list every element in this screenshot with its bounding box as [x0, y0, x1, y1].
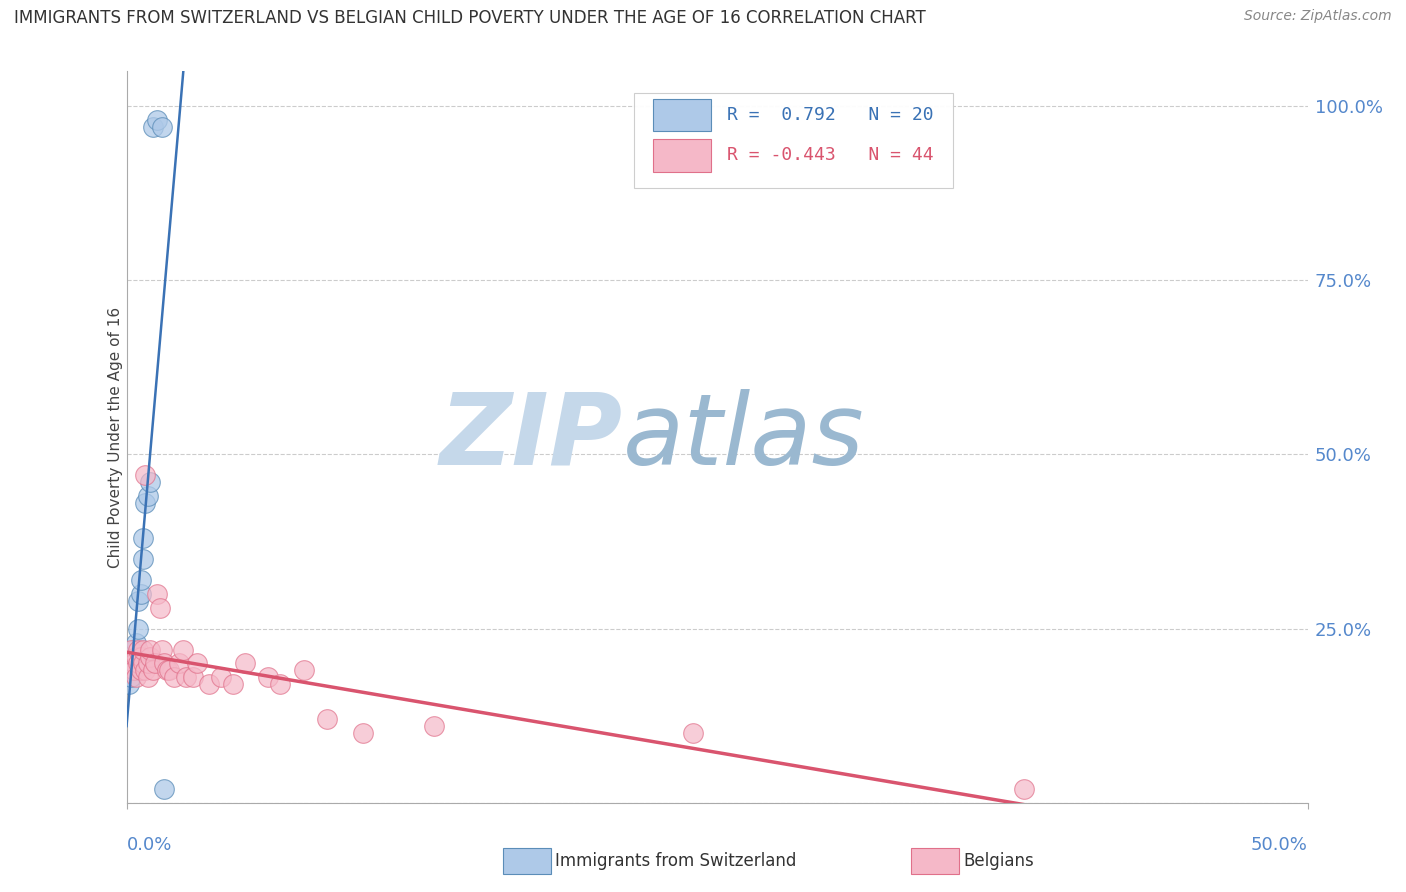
Point — [167, 657, 190, 671]
Point — [134, 664, 156, 678]
Point — [136, 489, 159, 503]
Point — [143, 657, 166, 671]
Point — [682, 726, 704, 740]
Point — [149, 600, 172, 615]
Point — [129, 573, 152, 587]
Point — [222, 677, 245, 691]
Point — [150, 120, 173, 134]
Point — [125, 649, 148, 664]
Point — [422, 719, 444, 733]
Point — [174, 670, 197, 684]
Point — [156, 664, 179, 678]
Text: Belgians: Belgians — [963, 852, 1033, 870]
Point — [122, 642, 145, 657]
Point — [129, 587, 152, 601]
Point — [146, 587, 169, 601]
Text: 50.0%: 50.0% — [1251, 836, 1308, 854]
Point — [141, 664, 163, 678]
Point — [132, 642, 155, 657]
Point — [352, 726, 374, 740]
Point — [153, 781, 176, 796]
Point — [1012, 781, 1035, 796]
Point — [120, 642, 142, 657]
Text: R = -0.443   N = 44: R = -0.443 N = 44 — [727, 146, 934, 164]
Point — [132, 531, 155, 545]
Text: Source: ZipAtlas.com: Source: ZipAtlas.com — [1244, 9, 1392, 23]
Point — [316, 712, 339, 726]
Point — [125, 649, 148, 664]
Point — [153, 657, 176, 671]
Point — [122, 664, 145, 678]
Text: atlas: atlas — [623, 389, 865, 485]
Text: Immigrants from Switzerland: Immigrants from Switzerland — [555, 852, 797, 870]
Point — [181, 670, 204, 684]
Point — [120, 657, 142, 671]
Point — [125, 635, 148, 649]
Point — [127, 657, 149, 671]
Point — [122, 657, 145, 671]
Point — [132, 552, 155, 566]
Point — [198, 677, 221, 691]
Point — [292, 664, 315, 678]
Point — [136, 657, 159, 671]
Point — [139, 649, 162, 664]
Point — [132, 657, 155, 671]
FancyBboxPatch shape — [654, 139, 711, 171]
Point — [150, 642, 173, 657]
Point — [136, 670, 159, 684]
Point — [186, 657, 208, 671]
Point — [125, 670, 148, 684]
Text: ZIP: ZIP — [440, 389, 623, 485]
Point — [129, 649, 152, 664]
Point — [134, 468, 156, 483]
Point — [118, 677, 141, 691]
Text: R =  0.792   N = 20: R = 0.792 N = 20 — [727, 106, 934, 124]
Point — [127, 594, 149, 608]
Point — [139, 642, 162, 657]
FancyBboxPatch shape — [634, 94, 953, 188]
Y-axis label: Child Poverty Under the Age of 16: Child Poverty Under the Age of 16 — [108, 307, 122, 567]
Point — [139, 475, 162, 490]
Point — [122, 664, 145, 678]
Point — [157, 664, 180, 678]
Text: 0.0%: 0.0% — [127, 836, 172, 854]
Point — [118, 657, 141, 671]
Point — [233, 657, 256, 671]
Point — [120, 670, 142, 684]
Point — [127, 642, 149, 657]
Point — [141, 120, 163, 134]
FancyBboxPatch shape — [654, 99, 711, 131]
Point — [129, 664, 152, 678]
Point — [146, 113, 169, 128]
Point — [163, 670, 186, 684]
Point — [209, 670, 232, 684]
Text: IMMIGRANTS FROM SWITZERLAND VS BELGIAN CHILD POVERTY UNDER THE AGE OF 16 CORRELA: IMMIGRANTS FROM SWITZERLAND VS BELGIAN C… — [14, 9, 925, 27]
Point — [269, 677, 291, 691]
Point — [172, 642, 194, 657]
Point — [127, 622, 149, 636]
Point — [257, 670, 280, 684]
Point — [134, 496, 156, 510]
